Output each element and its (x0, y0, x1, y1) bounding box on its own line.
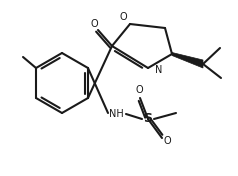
Text: S: S (144, 112, 153, 125)
Text: O: O (119, 12, 127, 22)
Text: NH: NH (109, 109, 123, 119)
Text: O: O (135, 85, 143, 95)
Polygon shape (172, 52, 203, 68)
Text: N: N (155, 65, 162, 75)
Text: O: O (163, 136, 171, 146)
Text: O: O (90, 19, 98, 29)
